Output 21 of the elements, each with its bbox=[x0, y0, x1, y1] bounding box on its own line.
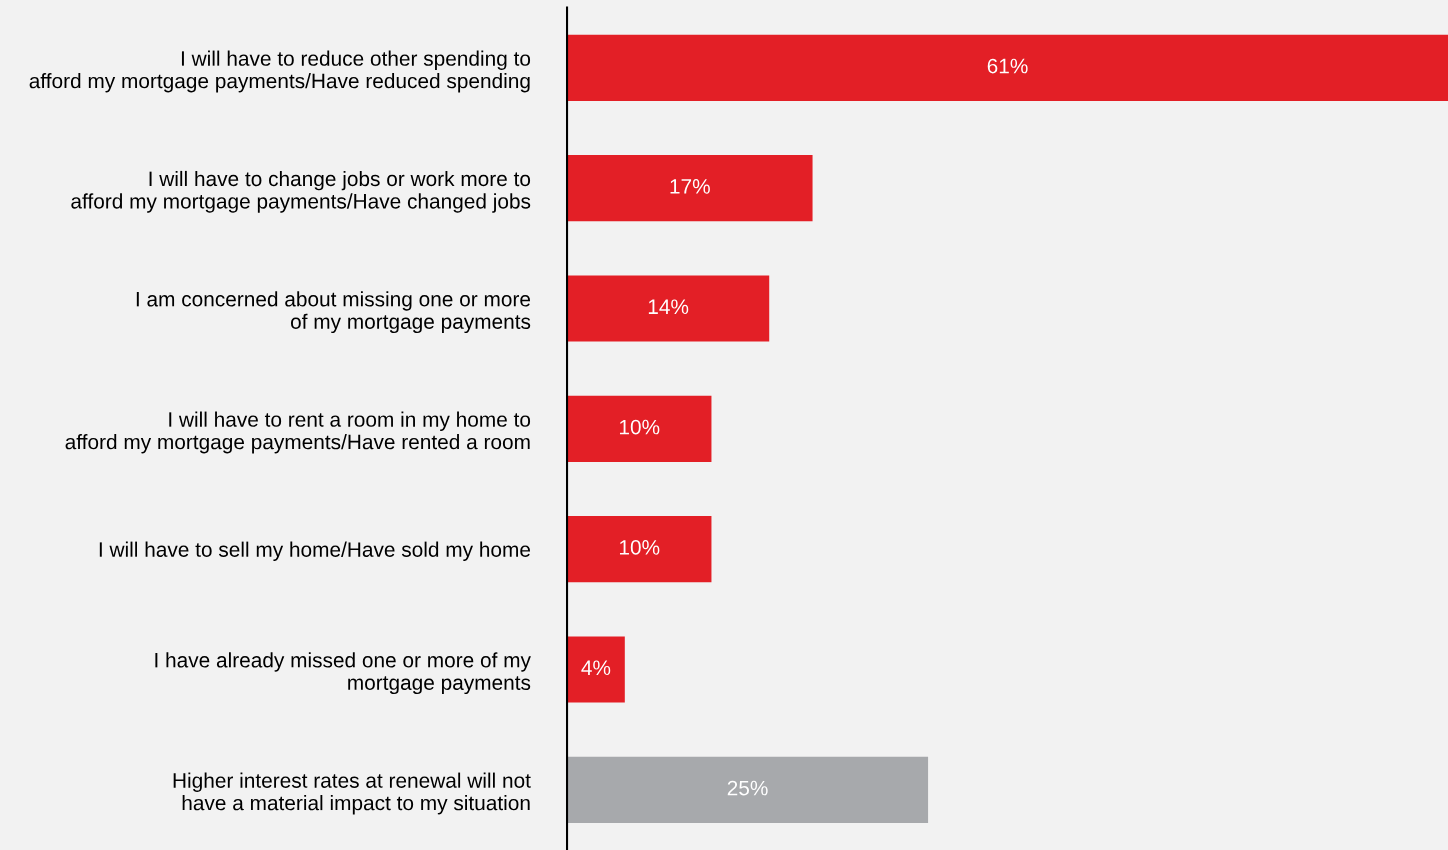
bar bbox=[567, 395, 712, 462]
data-label: 4% bbox=[581, 660, 611, 676]
y-tick-label: Higher interest rates at renewal will not have a material impact to my situation bbox=[173, 772, 531, 815]
bar bbox=[567, 275, 770, 342]
data-label: 17% bbox=[670, 179, 710, 194]
y-tick-label: I will have to rent a room in my home to afford my mortgage payments/Have rented a room bbox=[65, 411, 531, 454]
data-label: 14% bbox=[648, 299, 689, 314]
data-label: 61% bbox=[987, 58, 1028, 74]
data-label: 10% bbox=[619, 540, 660, 555]
data-label: 25% bbox=[727, 780, 768, 796]
bar bbox=[567, 34, 1448, 101]
y-tick-label: I have already missed one or more of my mortgage payments bbox=[155, 652, 531, 695]
bar bbox=[567, 155, 813, 222]
y-tick-label: I will have to change jobs or work more to afford my mortgage payments/Have changed jobs bbox=[71, 170, 531, 213]
y-tick-label: I am concerned about missing one or more of my mortgage payments bbox=[136, 291, 531, 334]
bar bbox=[567, 516, 712, 583]
bar bbox=[567, 636, 625, 703]
y-tick-label: I will have to sell my home/Have sold my home bbox=[99, 541, 531, 562]
y-tick-label: I will have to reduce other spending to afford my mortgage payments/Have reduced spending bbox=[29, 50, 531, 93]
bar bbox=[567, 756, 929, 823]
data-label: 10% bbox=[619, 419, 660, 435]
